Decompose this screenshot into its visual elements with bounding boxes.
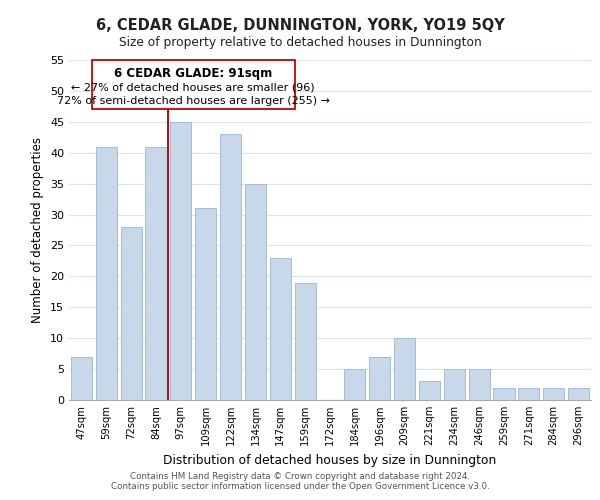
Bar (369, 356, 390, 400)
Bar (245, 184, 266, 400)
Text: Contains HM Land Registry data © Crown copyright and database right 2024.: Contains HM Land Registry data © Crown c… (130, 472, 470, 481)
Text: ← 27% of detached houses are smaller (96): ← 27% of detached houses are smaller (96… (71, 82, 315, 92)
Text: Size of property relative to detached houses in Dunnington: Size of property relative to detached ho… (119, 36, 481, 49)
Text: Contains public sector information licensed under the Open Government Licence v3: Contains public sector information licen… (110, 482, 490, 491)
Bar (469, 369, 490, 400)
Bar (518, 388, 539, 400)
Text: 72% of semi-detached houses are larger (255) →: 72% of semi-detached houses are larger (… (57, 96, 330, 106)
Bar (493, 388, 515, 400)
Bar (419, 382, 440, 400)
Bar (344, 369, 365, 400)
Text: 6, CEDAR GLADE, DUNNINGTON, YORK, YO19 5QY: 6, CEDAR GLADE, DUNNINGTON, YORK, YO19 5… (95, 18, 505, 32)
Bar (96, 146, 117, 400)
Bar (121, 227, 142, 400)
Bar (170, 122, 191, 400)
Bar (394, 338, 415, 400)
Y-axis label: Number of detached properties: Number of detached properties (31, 137, 44, 323)
Bar (295, 282, 316, 400)
Bar (195, 208, 216, 400)
Bar (444, 369, 465, 400)
Bar (145, 146, 167, 400)
Bar (270, 258, 291, 400)
Bar (220, 134, 241, 400)
Bar (71, 356, 92, 400)
Bar (543, 388, 564, 400)
FancyBboxPatch shape (92, 60, 295, 110)
X-axis label: Distribution of detached houses by size in Dunnington: Distribution of detached houses by size … (163, 454, 497, 466)
Text: 6 CEDAR GLADE: 91sqm: 6 CEDAR GLADE: 91sqm (114, 68, 272, 80)
Bar (568, 388, 589, 400)
